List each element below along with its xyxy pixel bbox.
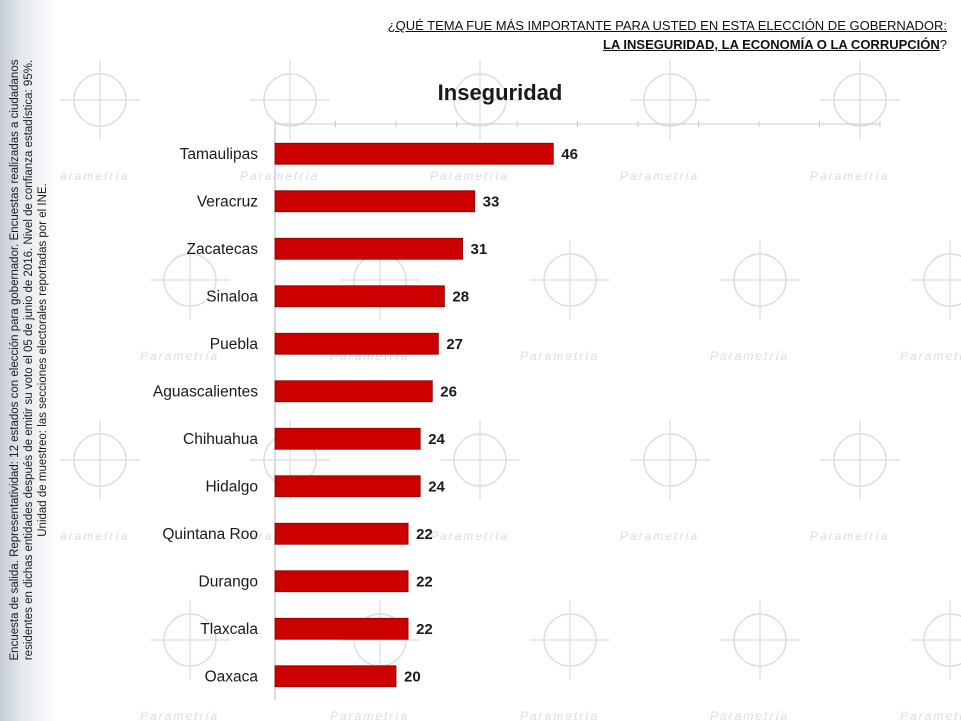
watermark-text: Parametría xyxy=(900,709,961,721)
category-label: Sinaloa xyxy=(206,288,258,305)
bar xyxy=(274,142,554,165)
watermark-tile: Parametría xyxy=(620,420,710,543)
watermark-text: Parametría xyxy=(430,529,509,543)
category-label: Chihuahua xyxy=(183,431,258,448)
bar xyxy=(274,190,476,213)
watermark-tile: Parametría xyxy=(50,420,140,543)
value-label: 22 xyxy=(416,573,433,590)
watermark-tile: Parametría xyxy=(50,60,140,183)
watermark-text: Parametría xyxy=(50,169,129,183)
question-line-1: ¿QUÉ TEMA FUE MÁS IMPORTANTE PARA USTED … xyxy=(387,18,947,33)
question-mark: ? xyxy=(939,37,947,52)
category-label: Hidalgo xyxy=(205,478,258,495)
bar xyxy=(274,332,439,355)
category-label: Durango xyxy=(199,573,258,590)
value-label: 27 xyxy=(446,336,463,353)
watermark-text: Parametría xyxy=(900,349,961,363)
bar xyxy=(274,522,409,545)
watermark-text: Parametría xyxy=(520,349,599,363)
watermark-text: Parametría xyxy=(140,349,219,363)
bar xyxy=(274,617,409,640)
watermark-tile: Parametría xyxy=(810,420,900,543)
category-label: Tlaxcala xyxy=(200,621,258,638)
watermark-tile: Parametría xyxy=(140,600,230,721)
watermark-tile: Parametría xyxy=(900,600,961,721)
bar xyxy=(274,427,421,450)
watermark-tile: Parametría xyxy=(520,600,610,721)
survey-question: ¿QUÉ TEMA FUE MÁS IMPORTANTE PARA USTED … xyxy=(327,16,947,54)
watermark-text: Parametría xyxy=(810,529,889,543)
value-label: 33 xyxy=(483,193,500,210)
watermark-tile: Parametría xyxy=(140,240,230,363)
watermark-text: Parametría xyxy=(330,709,409,721)
category-label: Oaxaca xyxy=(205,668,259,685)
watermark-text: Parametría xyxy=(50,529,129,543)
watermark-text: Parametría xyxy=(620,169,699,183)
watermark-text: Parametría xyxy=(710,349,789,363)
chart-title: Inseguridad xyxy=(438,80,563,105)
category-label: Tamaulipas xyxy=(180,146,259,163)
watermark-tile: Parametría xyxy=(620,60,710,183)
sidebar-panel xyxy=(0,0,58,721)
bar xyxy=(274,475,421,498)
value-label: 24 xyxy=(428,431,445,448)
value-label: 46 xyxy=(561,146,578,163)
bar xyxy=(274,285,445,308)
chart-axis xyxy=(274,121,881,700)
question-line-2: LA INSEGURIDAD, LA ECONOMÍA O LA CORRUPC… xyxy=(602,37,940,52)
watermark-text: Parametría xyxy=(710,709,789,721)
category-label: Quintana Roo xyxy=(162,526,258,543)
watermark-tile: Parametría xyxy=(430,60,520,183)
value-label: 22 xyxy=(416,621,433,638)
value-label: 24 xyxy=(428,478,445,495)
chart-bars: Tamaulipas 46 Veracruz 33 Zacatecas 31 Sinaloa… xyxy=(153,142,578,688)
category-label: Puebla xyxy=(210,336,259,353)
watermark-tile: Parametría xyxy=(810,60,900,183)
watermark-tile: Parametría xyxy=(240,60,330,183)
watermark-tile: Parametría xyxy=(900,240,961,363)
bar xyxy=(274,237,463,260)
value-label: 31 xyxy=(471,241,488,258)
value-label: 22 xyxy=(416,526,433,543)
bar xyxy=(274,570,409,593)
value-label: 28 xyxy=(452,288,469,305)
watermark-text: Parametría xyxy=(140,709,219,721)
watermark-text: Parametría xyxy=(620,529,699,543)
category-label: Veracruz xyxy=(197,193,258,210)
category-label: Zacatecas xyxy=(186,241,258,258)
watermark-text: Parametría xyxy=(520,709,599,721)
watermark-text: Parametría xyxy=(240,169,319,183)
bar xyxy=(274,380,433,403)
watermark-text: Parametría xyxy=(810,169,889,183)
watermark-tile: Parametría xyxy=(710,600,800,721)
watermark-tile: Parametría xyxy=(430,420,520,543)
watermark-tile: Parametría xyxy=(520,240,610,363)
value-label: 20 xyxy=(404,668,421,685)
bar xyxy=(274,665,397,688)
watermark-tile: Parametría xyxy=(710,240,800,363)
value-label: 26 xyxy=(440,383,457,400)
category-label: Aguascalientes xyxy=(153,383,258,400)
watermark-text: Parametría xyxy=(430,169,509,183)
